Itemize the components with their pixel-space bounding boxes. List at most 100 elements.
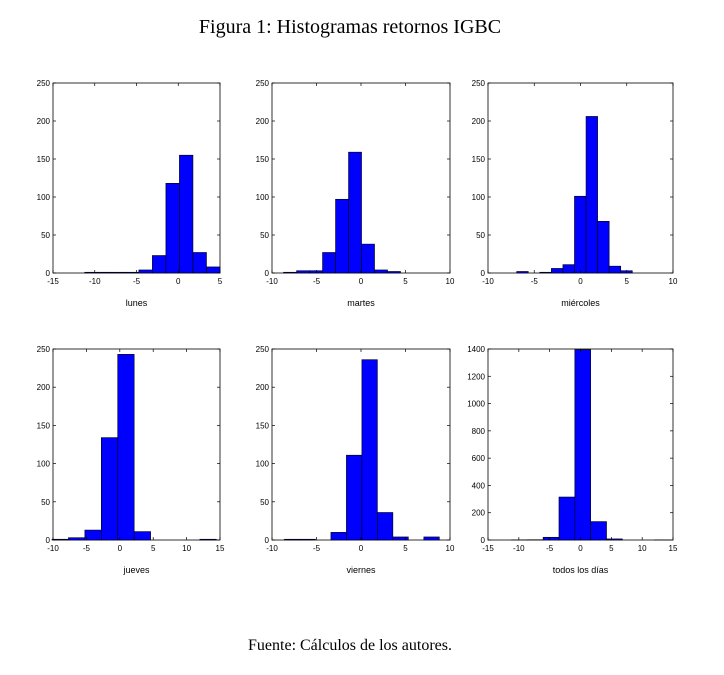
x-tick-label: 0 [578,544,583,553]
y-tick-label: 1000 [467,400,485,409]
bar [165,183,180,274]
figure-title: Figura 1: Histogramas retornos IGBC [199,16,501,38]
bar [97,271,113,274]
y-tick-label: 150 [37,155,51,164]
bar [558,496,576,541]
y-tick-label: 0 [265,536,270,545]
bar [361,359,378,541]
y-tick-label: 150 [256,421,270,430]
x-tick-label: -5 [133,277,141,286]
bar [284,538,301,541]
y-tick-label: 0 [481,269,486,278]
bar [117,354,135,541]
y-tick-label: 0 [46,536,51,545]
bar [374,269,388,274]
bar [542,536,560,541]
bar [335,198,349,274]
y-tick-label: 200 [256,383,270,392]
bar [296,270,310,274]
bar [387,271,401,274]
x-tick-label: 0 [578,277,583,286]
x-tick-label: 5 [625,277,630,286]
x-tick-label: -10 [513,544,525,553]
x-tick-label: 5 [403,277,408,286]
y-tick-label: 200 [472,509,486,518]
x-tick-label: -10 [482,277,494,286]
plot-area [52,82,221,274]
bar [574,349,591,541]
x-tick-label: 5 [151,544,156,553]
x-tick-label: 10 [446,277,455,286]
bar [606,538,623,541]
bar [330,532,347,541]
bar [346,454,363,541]
y-tick-label: 0 [481,536,486,545]
y-tick-label: 100 [472,193,486,202]
x-tick-label: 0 [359,277,364,286]
bar [574,195,587,274]
bar [206,266,221,274]
bar [322,252,336,274]
y-tick-label: 250 [37,79,51,88]
bar [283,271,297,274]
x-tick-label: 10 [446,544,455,553]
bar [309,270,323,274]
x-tick-label: 10 [638,544,647,553]
bar [192,252,207,274]
y-tick-label: 150 [472,155,486,164]
bar [348,151,362,274]
x-tick-label: -5 [313,277,321,286]
x-axis-label: miércoles [561,298,600,308]
x-tick-label: 5 [609,544,614,553]
x-tick-label: 15 [216,544,225,553]
y-tick-label: 250 [472,79,486,88]
bar [562,264,575,274]
source-note: Fuente: Cálculos de los autores. [248,637,452,654]
y-tick-label: 250 [256,79,270,88]
plot-area [52,348,221,541]
x-tick-label: -10 [89,277,101,286]
y-tick-label: 1400 [467,345,485,354]
bar [608,265,622,274]
y-tick-label: 50 [41,231,50,240]
y-tick-label: 250 [37,345,51,354]
y-tick-label: 50 [41,498,50,507]
x-tick-label: -15 [47,277,59,286]
x-tick-label: -15 [482,544,494,553]
y-tick-label: 50 [260,231,269,240]
bar [138,269,153,274]
x-tick-label: -10 [266,544,278,553]
x-tick-label: -5 [531,277,539,286]
y-tick-label: 50 [476,231,485,240]
bar [199,538,217,541]
y-tick-label: 400 [472,481,486,490]
bar [68,537,86,541]
x-tick-label: 15 [669,544,678,553]
x-tick-label: 10 [669,277,678,286]
bar [111,271,126,274]
x-tick-label: 0 [176,277,181,286]
y-tick-label: 200 [37,383,51,392]
x-axis-label: todos los días [553,565,609,575]
y-tick-label: 150 [37,421,51,430]
y-tick-label: 50 [260,498,269,507]
x-axis-label: lunes [126,298,148,308]
bar [100,437,119,541]
x-tick-label: -5 [313,544,321,553]
bar [361,243,375,274]
y-tick-label: 150 [256,155,270,164]
x-tick-label: -10 [47,544,59,553]
bar [179,154,194,274]
x-tick-label: -5 [83,544,91,553]
x-tick-label: -5 [546,544,554,553]
y-tick-label: 0 [46,269,51,278]
bar [84,529,102,541]
x-tick-label: 0 [359,544,364,553]
bar [539,271,552,274]
y-tick-label: 250 [256,345,270,354]
x-tick-label: 5 [218,277,223,286]
y-tick-label: 200 [37,117,51,126]
x-axis-label: jueves [122,565,150,575]
bar [133,531,151,541]
